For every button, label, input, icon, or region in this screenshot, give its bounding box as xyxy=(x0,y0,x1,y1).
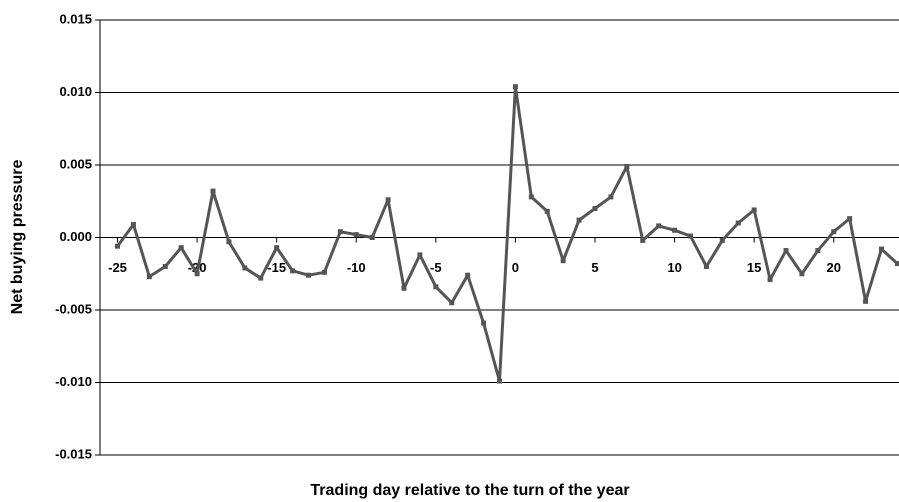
point-marker xyxy=(433,284,439,290)
point-marker xyxy=(831,229,837,235)
point-marker xyxy=(767,277,773,283)
point-marker xyxy=(226,239,232,245)
point-marker xyxy=(703,264,709,269)
x-tick-label: 15 xyxy=(747,260,761,275)
point-marker xyxy=(274,245,280,251)
point-marker xyxy=(178,245,184,251)
point-marker xyxy=(385,197,391,203)
y-tick-label: -0.010 xyxy=(55,374,92,389)
point-marker xyxy=(783,248,789,254)
x-tick-label: 10 xyxy=(667,260,681,275)
x-tick-label: 0 xyxy=(512,260,519,275)
point-marker xyxy=(321,269,327,275)
x-axis-label: Trading day relative to the turn of the … xyxy=(310,482,629,499)
point-marker xyxy=(290,268,296,274)
point-marker xyxy=(751,207,757,213)
point-marker xyxy=(162,264,168,269)
y-tick-label: 0.015 xyxy=(59,11,92,26)
point-marker xyxy=(656,223,662,229)
point-marker xyxy=(847,216,853,222)
point-marker xyxy=(799,271,805,277)
point-marker xyxy=(894,261,899,267)
y-tick-label: 0.000 xyxy=(59,229,92,244)
point-marker xyxy=(878,246,884,252)
point-marker xyxy=(465,272,471,278)
point-marker xyxy=(242,265,248,271)
point-marker xyxy=(640,237,646,243)
point-marker xyxy=(687,233,693,239)
point-marker xyxy=(353,232,359,238)
series-line xyxy=(116,85,899,383)
x-tick-label: 20 xyxy=(827,260,841,275)
point-marker xyxy=(735,220,741,226)
x-tick-label: -15 xyxy=(267,260,286,275)
point-marker xyxy=(146,274,152,280)
point-marker xyxy=(815,248,821,254)
point-marker xyxy=(576,217,582,223)
point-marker xyxy=(624,163,630,169)
x-tick-label: -10 xyxy=(347,260,366,275)
x-tick-label: 5 xyxy=(591,260,598,275)
point-marker xyxy=(592,206,598,211)
x-tick-label: -25 xyxy=(108,260,127,275)
point-marker xyxy=(115,243,121,249)
point-marker xyxy=(258,275,264,281)
y-tick-label: 0.005 xyxy=(59,156,92,171)
point-marker xyxy=(672,227,678,233)
point-marker xyxy=(608,194,614,200)
point-marker xyxy=(401,285,407,291)
point-marker xyxy=(194,271,200,277)
point-marker xyxy=(306,272,312,278)
point-marker xyxy=(337,229,343,235)
point-marker xyxy=(560,258,566,264)
point-marker xyxy=(719,237,725,243)
point-marker xyxy=(863,298,869,304)
x-tick-label: -5 xyxy=(430,260,442,275)
point-marker xyxy=(544,208,550,214)
y-tick-label: 0.010 xyxy=(59,84,92,99)
point-marker xyxy=(130,221,136,227)
point-marker xyxy=(497,378,502,384)
y-tick-label: -0.005 xyxy=(55,301,92,316)
point-marker xyxy=(417,252,423,258)
point-marker xyxy=(449,300,455,306)
y-tick-label: -0.015 xyxy=(55,446,92,461)
point-marker xyxy=(481,320,487,326)
y-axis-label: Net buying pressure xyxy=(9,160,26,315)
point-marker xyxy=(512,84,518,90)
point-marker xyxy=(210,188,216,194)
point-marker xyxy=(528,194,534,200)
point-marker xyxy=(369,235,375,240)
